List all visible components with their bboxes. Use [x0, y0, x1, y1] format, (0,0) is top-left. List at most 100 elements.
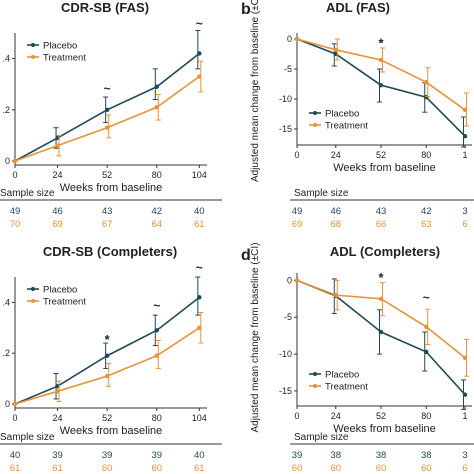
- sample-size-placebo: 3: [462, 206, 467, 217]
- y-tick-label: .4: [2, 297, 10, 307]
- significance-marker: ~: [104, 82, 111, 96]
- chart-title: ADL (Completers): [330, 244, 440, 259]
- data-point: [378, 83, 384, 88]
- sample-size-treatment: 60: [292, 463, 303, 474]
- significance-marker: ~: [196, 260, 203, 274]
- sample-size-treatment: 61: [10, 463, 21, 474]
- chart-panel-1: CDR-SB (FAS) 0 .2 .4 0 24 52 80 104 Weeks from ba…: [0, 0, 222, 230]
- sample-size-treatment: 69: [292, 219, 303, 230]
- chart-panel-2: ADL (FAS) b Adjusted mean change from base…: [241, 0, 474, 230]
- legend-swatch-dot: [313, 111, 317, 115]
- sample-size-treatment: 60: [421, 463, 432, 474]
- chart-title: ADL (FAS): [326, 0, 390, 15]
- legend-swatch-dot: [31, 287, 35, 291]
- sample-size-treatment: 60: [330, 463, 341, 474]
- y-tick-label: -15: [279, 386, 292, 396]
- sample-size-treatment: 6: [462, 219, 467, 230]
- x-tick-label: 80: [152, 170, 162, 180]
- x-tick-label: 0: [294, 411, 299, 421]
- series-line: [296, 38, 466, 137]
- legend-label: Treatment: [325, 382, 368, 393]
- data-point: [378, 57, 384, 63]
- sample-size-placebo: 42: [421, 206, 432, 217]
- legend-label: Placebo: [325, 109, 359, 120]
- data-point: [104, 353, 110, 358]
- x-tick-label: 52: [102, 413, 112, 423]
- x-axis-label: Weeks from baseline: [60, 425, 163, 437]
- data-point: [154, 105, 159, 110]
- y-tick-label: -5: [284, 312, 292, 322]
- sample-size-placebo: 40: [194, 206, 205, 217]
- y-tick-label: 0: [287, 34, 292, 44]
- x-tick-label: 24: [53, 170, 63, 180]
- data-point: [12, 401, 18, 407]
- sample-size-label: Sample size: [294, 188, 349, 199]
- data-point: [378, 296, 384, 301]
- sample-size-treatment: 64: [151, 219, 162, 230]
- significance-marker: ~: [423, 291, 430, 305]
- sample-size-treatment: 61: [194, 463, 205, 474]
- data-point: [462, 107, 468, 113]
- y-tick-label: 0: [5, 156, 10, 166]
- sample-size-label: Sample size: [0, 432, 55, 443]
- significance-marker: ~: [153, 298, 160, 312]
- sample-size-table: Sample size 39 38 38 38 3 60 60 60 60 6: [290, 432, 474, 474]
- data-point: [12, 158, 18, 164]
- data-point: [55, 389, 60, 394]
- sample-size-placebo: 38: [330, 450, 341, 461]
- legend-label: Placebo: [325, 370, 359, 381]
- sample-size-placebo: 39: [102, 450, 113, 461]
- sample-size-placebo: 49: [292, 206, 303, 217]
- sample-size-placebo: 39: [52, 450, 63, 461]
- sample-size-table: Sample size 40 39 39 39 40 61 61 60 60 61: [0, 432, 222, 474]
- x-tick-label: 1: [462, 150, 467, 160]
- x-tick-label: 80: [421, 150, 431, 160]
- x-tick-label: 80: [421, 411, 431, 421]
- chart-title: CDR-SB (Completers): [43, 244, 177, 259]
- x-tick-label: 24: [53, 413, 63, 423]
- sample-size-placebo: 43: [102, 206, 113, 217]
- sample-size-placebo: 3: [462, 450, 467, 461]
- chart-title: CDR-SB (FAS): [61, 0, 149, 15]
- sample-size-placebo: 40: [194, 450, 205, 461]
- data-point: [294, 278, 300, 283]
- series-treatment: [12, 312, 204, 407]
- sample-size-label: Sample size: [0, 188, 55, 199]
- sample-size-placebo: 38: [421, 450, 432, 461]
- legend-label: Treatment: [43, 297, 86, 308]
- data-point: [424, 80, 429, 85]
- x-tick-label: 104: [192, 170, 207, 180]
- series-line: [14, 296, 200, 405]
- sample-size-treatment: 67: [102, 219, 113, 230]
- chart-panel-4: ADL (Completers) d Adjusted mean change fr…: [241, 242, 474, 474]
- x-tick-label: 80: [152, 413, 162, 423]
- series-line: [14, 52, 200, 162]
- sample-size-placebo: 40: [10, 450, 21, 461]
- data-point: [154, 353, 159, 358]
- series-treatment: [294, 36, 469, 127]
- series-placebo: [294, 36, 468, 148]
- data-point: [294, 36, 300, 42]
- x-tick-label: 52: [376, 411, 386, 421]
- series-treatment: [12, 60, 204, 164]
- significance-marker: *: [378, 270, 384, 285]
- data-point: [462, 355, 468, 360]
- sample-size-treatment: 60: [102, 463, 113, 474]
- legend-swatch-dot: [31, 55, 35, 59]
- data-point: [197, 51, 202, 56]
- series-line: [296, 279, 466, 359]
- y-tick-label: .2: [2, 348, 10, 358]
- x-tick-label: 104: [192, 413, 207, 423]
- sample-size-treatment: 70: [10, 219, 21, 230]
- legend-label: Placebo: [43, 41, 77, 52]
- sample-size-treatment: 69: [52, 219, 63, 230]
- x-axis-label: Weeks from baseline: [333, 423, 436, 435]
- sample-size-placebo: 39: [151, 450, 162, 461]
- data-point: [197, 74, 202, 79]
- sample-size-table: Sample size 49 46 43 42 3 69 68 66 63 6: [290, 188, 474, 230]
- data-point: [378, 329, 384, 335]
